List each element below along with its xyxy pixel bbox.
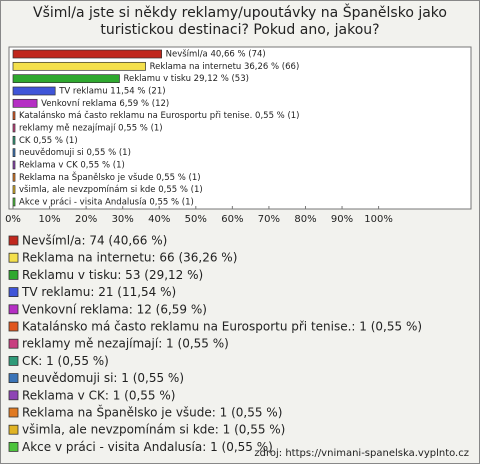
value-label: neuvědomuji si 0,55 % (1): [19, 148, 131, 158]
legend-label: Reklama na internetu: 66 (36,26 %): [22, 251, 237, 265]
value-label: Akce v práci - visita Andalusía 0,55 % (…: [19, 197, 194, 207]
legend-swatch: [8, 235, 19, 246]
value-label: Venkovní reklama 6,59 % (12): [41, 99, 169, 109]
x-tick-label: 40%: [148, 214, 170, 225]
legend-label: Venkovní reklama: 12 (6,59 %): [22, 302, 207, 316]
x-tick-label: 70%: [258, 214, 280, 225]
bar: [12, 123, 16, 133]
bar: [12, 197, 16, 207]
value-label: TV reklamu 11,54 % (21): [58, 86, 165, 96]
legend-swatch: [8, 373, 19, 384]
legend-swatch: [8, 287, 19, 298]
legend-label: Akce v práci - visita Andalusía: 1 (0,55…: [22, 440, 273, 454]
legend-label: TV reklamu: 21 (11,54 %): [21, 285, 176, 299]
x-tick-label: 30%: [112, 214, 134, 225]
legend-swatch: [8, 321, 19, 332]
bar: [12, 49, 163, 59]
legend-swatch: [8, 269, 19, 280]
value-label: CK 0,55 % (1): [19, 136, 78, 146]
x-tick-label: 80%: [294, 214, 316, 225]
bar: [12, 160, 16, 170]
legend-label: CK: 1 (0,55 %): [22, 354, 109, 368]
legend-label: Nevšíml/a: 74 (40,66 %): [22, 234, 167, 248]
legend-label: reklamy mě nezajímají: 1 (0,55 %): [22, 337, 229, 351]
chart-title: Všiml/a jste si někdy reklamy/upoutávky …: [33, 5, 447, 38]
legend-swatch: [8, 441, 19, 452]
legend-swatch: [8, 390, 19, 401]
bar: [12, 98, 38, 108]
bar: [12, 111, 16, 121]
legend-swatch: [8, 424, 19, 435]
legend-label: Katalánsko má často reklamu na Eurosport…: [22, 320, 422, 334]
bar: [12, 185, 16, 194]
value-label: Nevšíml/a 40,66 % (74): [166, 49, 266, 60]
legend-swatch: [8, 355, 19, 366]
legend-label: Reklama na Španělsko je všude: 1 (0,55 %…: [22, 405, 282, 420]
value-label: všimla, ale nevzpomínám si kde 0,55 % (1…: [19, 184, 203, 195]
bar: [12, 86, 56, 96]
bar: [12, 148, 16, 157]
x-tick-label: 50%: [185, 214, 207, 225]
bar: [12, 61, 146, 71]
legend-swatch: [8, 407, 19, 418]
x-tick-label: 90%: [331, 214, 353, 225]
x-tick-label: 0%: [5, 214, 21, 225]
legend-label: Reklamu v tisku: 53 (29,12 %): [22, 268, 203, 282]
source: zdroj: https://vnimani-spanelska.vyplnto…: [254, 448, 469, 459]
x-tick-label: 20%: [75, 214, 97, 225]
value-label: Reklamu v tisku 29,12 % (53): [123, 74, 248, 84]
legend-label: neuvědomuji si: 1 (0,55 %): [22, 371, 184, 385]
legend-label: všimla, ale nevzpomínám si kde: 1 (0,55 …: [22, 423, 285, 437]
legend-swatch: [8, 338, 19, 349]
value-label: Reklama na internetu 36,26 % (66): [150, 62, 300, 72]
bar: [12, 74, 120, 84]
value-label: Reklama v CK 0,55 % (1): [19, 160, 125, 170]
x-tick-label: 60%: [221, 214, 243, 225]
x-tick-label: 10%: [38, 214, 60, 225]
bar: [12, 172, 16, 182]
value-label: Katalánsko má často reklamu na Eurosport…: [19, 110, 300, 121]
legend-swatch: [8, 304, 19, 315]
bar: [12, 135, 16, 145]
x-tick-label: 100%: [364, 214, 393, 225]
legend-swatch: [8, 252, 19, 263]
plot-area: [8, 46, 472, 210]
value-label: Reklama na Španělsko je všude 0,55 % (1): [19, 171, 201, 183]
value-label: reklamy mě nezajímají 0,55 % (1): [19, 123, 163, 133]
legend-label: Reklama v CK: 1 (0,55 %): [22, 388, 175, 402]
